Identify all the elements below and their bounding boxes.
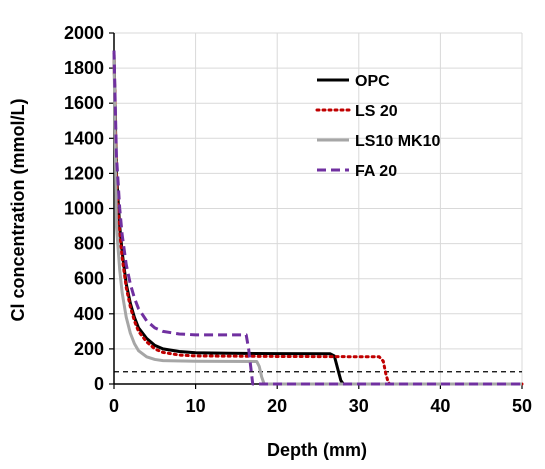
x-tick-label: 20: [267, 396, 287, 416]
legend-label: OPC: [355, 73, 390, 90]
y-axis-title: Cl concentration (mmol/L): [8, 98, 28, 321]
x-tick-label: 40: [430, 396, 450, 416]
legend: OPC LS 20 LS10 MK10 FA 20: [315, 73, 440, 180]
legend-label: LS10 MK10: [355, 133, 440, 150]
y-tick-label: 1600: [64, 93, 104, 113]
y-tick-label: 400: [74, 304, 104, 324]
legend-label: LS 20: [355, 103, 398, 120]
y-tick-label: 0: [94, 374, 104, 394]
axes: [109, 32, 523, 389]
y-tick-label: 1800: [64, 58, 104, 78]
series-line-ls10-mk10: [112, 54, 522, 386]
series-line-fa-20: [112, 50, 522, 386]
y-tick-label: 200: [74, 339, 104, 359]
x-tick-label: 30: [349, 396, 369, 416]
x-tick-label: 50: [512, 396, 532, 416]
tick-labels: 0 10 20 30 40 50 0 200 400 600 800 1000 1200 1400 1600…: [64, 23, 532, 416]
y-tick-label: 1000: [64, 199, 104, 219]
y-tick-label: 1400: [64, 128, 104, 148]
x-tick-label: 0: [109, 396, 119, 416]
y-tick-label: 800: [74, 234, 104, 254]
x-axis-title: Depth (mm): [267, 440, 367, 460]
y-tick-label: 2000: [64, 23, 104, 43]
x-tick-label: 10: [186, 396, 206, 416]
series-lines: [112, 50, 524, 386]
series-line-ls-20: [112, 52, 524, 386]
y-tick-label: 600: [74, 269, 104, 289]
grid-lines: [113, 32, 523, 385]
legend-label: FA 20: [355, 163, 397, 180]
y-tick-label: 1200: [64, 163, 104, 183]
